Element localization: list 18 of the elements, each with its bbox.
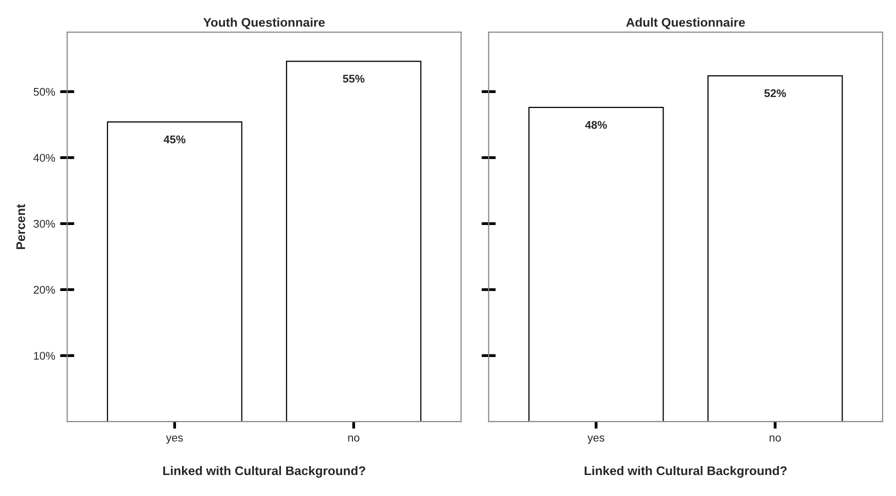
x-tick-label: yes — [587, 435, 604, 444]
x-tick-label: no — [348, 435, 360, 442]
data-label: 55% — [342, 74, 364, 83]
data-label: 48% — [585, 120, 607, 129]
x-axis-title: Linked with Cultural Background? — [163, 466, 366, 478]
y-tick-label: 30% — [34, 220, 55, 228]
data-label: 45% — [164, 136, 186, 144]
chart-title: Youth Questionnaire — [203, 18, 325, 30]
x-axis-title: Linked with Cultural Background? — [584, 466, 787, 478]
y-tick-label: 40% — [33, 154, 55, 162]
chart-title: Adult Questionnaire — [626, 18, 745, 30]
x-tick-label: no — [770, 435, 781, 442]
data-label: 52% — [764, 89, 786, 98]
y-tick-label: 20% — [34, 286, 55, 294]
x-tick-label: yes — [166, 435, 183, 444]
y-tick-label: 10% — [34, 352, 55, 360]
y-tick-label: 50% — [34, 88, 55, 96]
y-axis-title: Percent — [16, 204, 26, 250]
